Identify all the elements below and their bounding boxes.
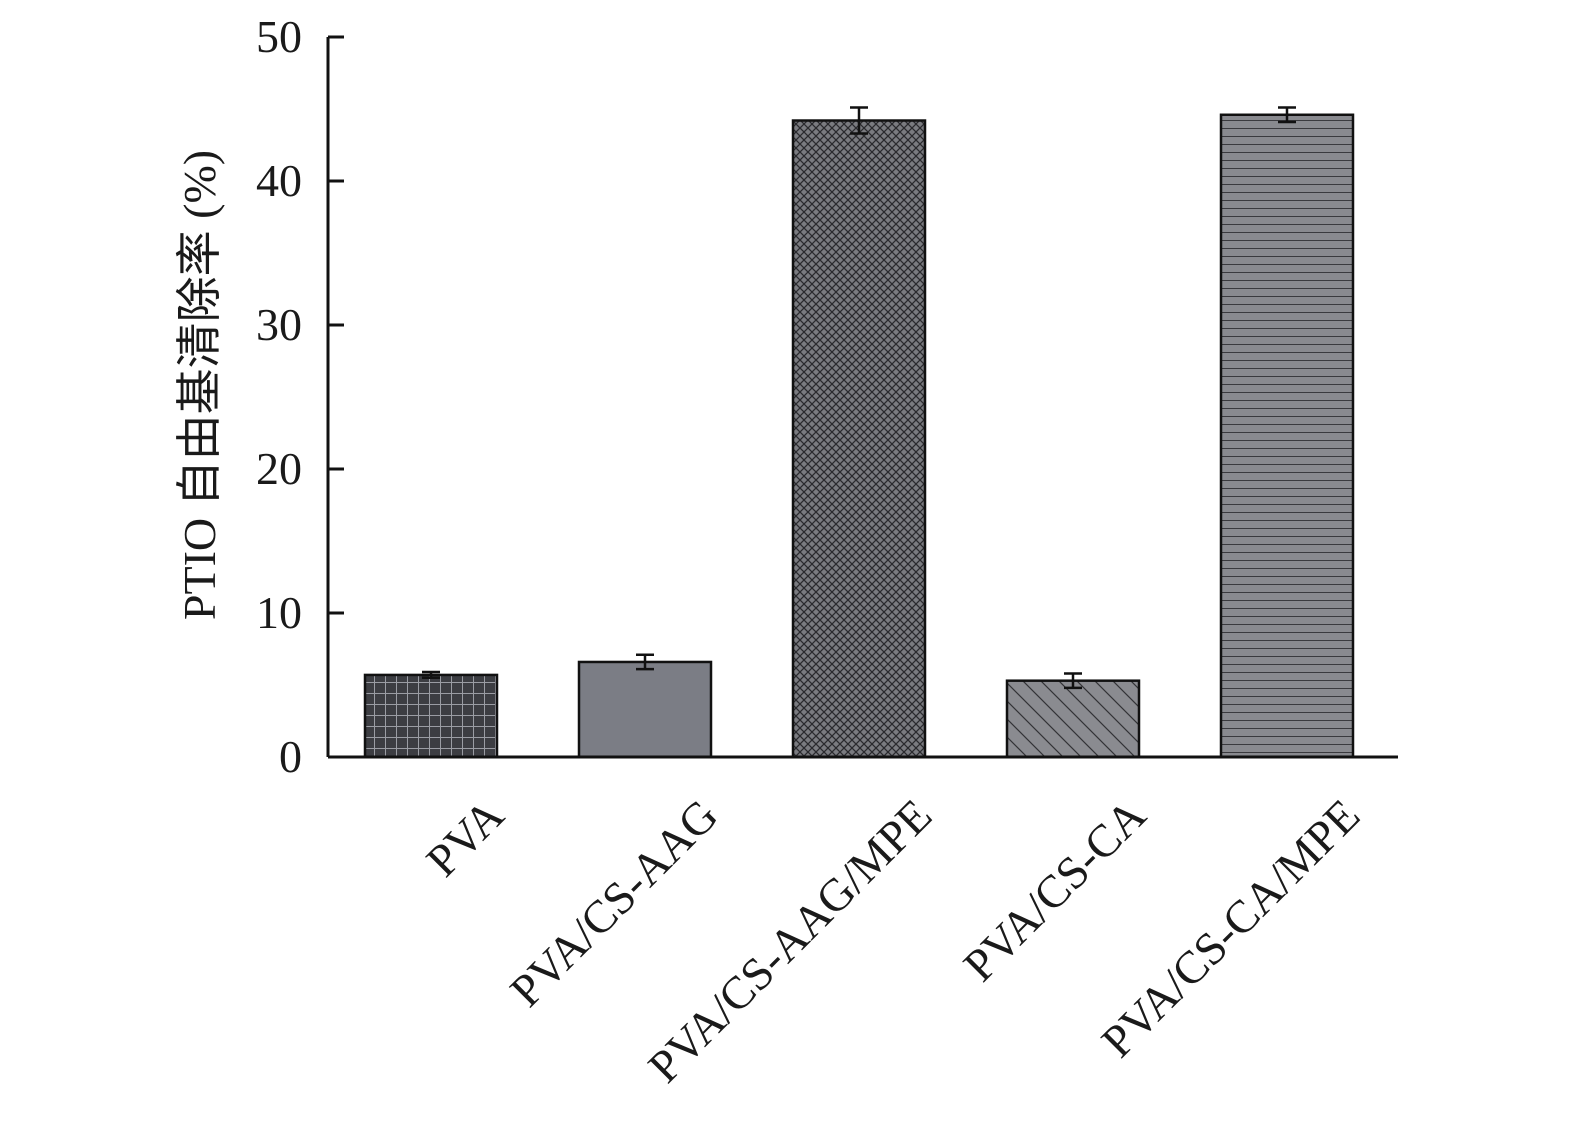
error-bar	[422, 670, 440, 680]
y-ticks: 0 10 20 30 40 50	[256, 11, 344, 782]
error-bars-layer	[422, 106, 1296, 690]
y-tick-label: 30	[256, 299, 302, 350]
bar-pva-cs-aag-mpe	[791, 119, 927, 759]
x-category-label: PVA/CS-AAG	[500, 789, 727, 1016]
error-bar	[1064, 672, 1082, 690]
y-tick-label: 40	[256, 155, 302, 206]
bar-pva-cs-ca-mpe	[1219, 113, 1355, 759]
x-category-label: PVA	[416, 789, 513, 886]
y-tick-label: 20	[256, 443, 302, 494]
axes	[326, 37, 1398, 759]
error-bar	[1278, 106, 1296, 124]
bar-pva-cs-aag	[577, 660, 713, 759]
error-bar	[850, 106, 868, 135]
error-bar	[636, 653, 654, 671]
y-tick-label: 0	[279, 731, 302, 782]
y-tick-label: 50	[256, 11, 302, 62]
y-axis-label: PTIO 自由基清除率 (%)	[174, 150, 225, 620]
bar-pva	[363, 673, 499, 759]
y-tick-label: 10	[256, 587, 302, 638]
bar-pva-cs-ca	[1005, 679, 1141, 759]
x-category-label: PVA/CS-CA	[953, 789, 1155, 991]
bars-layer	[363, 113, 1355, 759]
